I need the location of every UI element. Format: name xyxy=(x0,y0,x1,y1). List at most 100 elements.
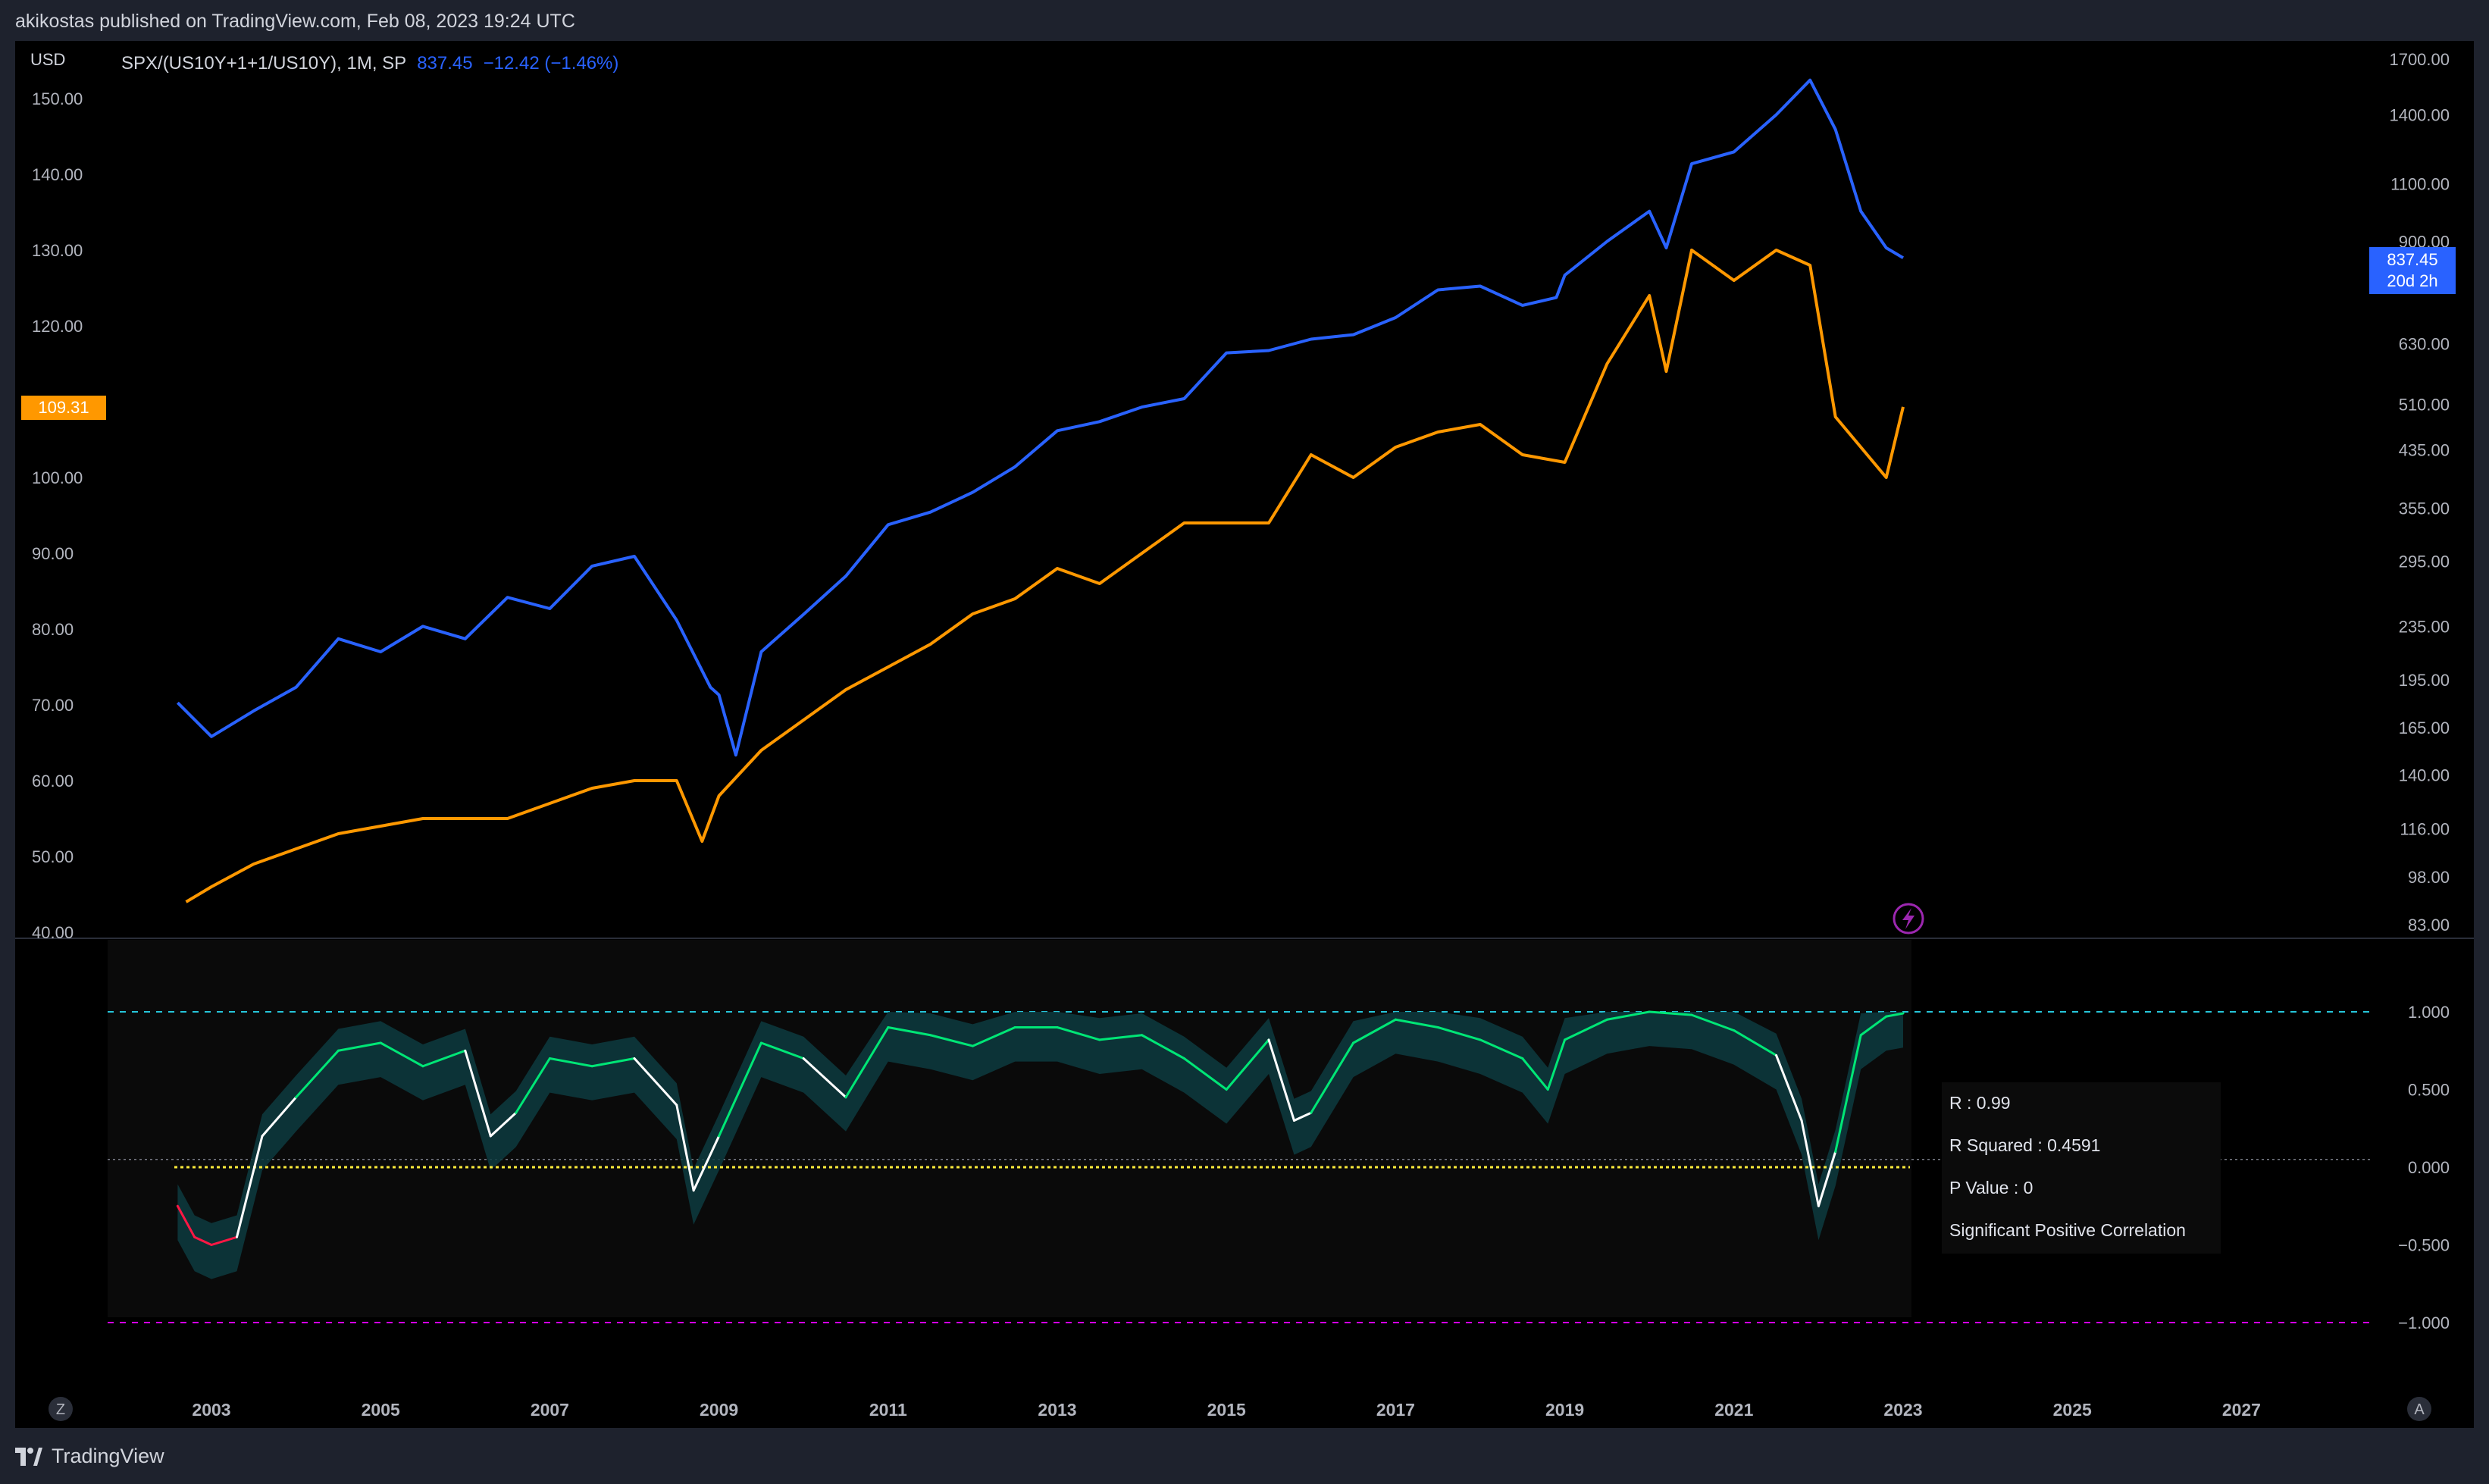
x-axis-tick: 2023 xyxy=(1883,1400,1922,1420)
right-axis-tick: 1400.00 xyxy=(2389,105,2450,124)
correlation-line-segment xyxy=(210,1235,238,1246)
right-axis-tick: 295.00 xyxy=(2399,552,2450,571)
correlation-line-segment xyxy=(1394,1018,1439,1028)
oscillator-layer xyxy=(108,1010,2372,1323)
oscillator-axis-tick: 0.000 xyxy=(2408,1158,2450,1177)
correlation-line-segment xyxy=(193,1235,213,1246)
stat-r-squared: R Squared : 0.4591 xyxy=(1949,1135,2101,1155)
correlation-line-segment xyxy=(802,1057,847,1099)
right-axis-tick: 83.00 xyxy=(2408,916,2450,935)
correlation-line-segment xyxy=(1141,1034,1185,1060)
correlation-line-segment xyxy=(759,1041,805,1060)
x-axis-tick: 2025 xyxy=(2053,1400,2092,1420)
x-axis-tick: 2027 xyxy=(2222,1400,2261,1420)
legend-change: −12.42 (−1.46%) xyxy=(483,53,619,74)
tradingview-brand[interactable]: TradingView xyxy=(15,1445,164,1468)
left-axis-tick: 90.00 xyxy=(32,544,74,563)
legend-last-value: 837.45 xyxy=(417,53,473,74)
x-axis-tick: 2005 xyxy=(362,1400,400,1420)
a-button-label: A xyxy=(2414,1401,2425,1418)
blue-series-line xyxy=(176,78,1905,757)
oscillator-axis-tick: −1.000 xyxy=(2398,1313,2450,1332)
correlation-line-segment xyxy=(844,1026,890,1099)
correlation-line-segment xyxy=(1225,1038,1270,1091)
x-axis-tick: 2009 xyxy=(700,1400,738,1420)
left-axis-tick: 60.00 xyxy=(32,772,74,791)
correlation-line-segment xyxy=(1292,1111,1313,1122)
correlation-line-segment xyxy=(1605,1010,1651,1021)
series-legend[interactable]: SPX/(US10Y+1+1/US10Y), 1M, SP 837.45 −12.4… xyxy=(121,53,618,74)
right-last-price-tag: 837.45 20d 2h xyxy=(2369,247,2456,294)
correlation-line-segment xyxy=(379,1041,424,1068)
correlation-line-segment xyxy=(929,1034,974,1047)
correlation-line-segment xyxy=(421,1049,467,1068)
correlation-line-segment xyxy=(1521,1057,1549,1091)
correlation-line-segment xyxy=(235,1135,264,1238)
correlation-line-segment xyxy=(1546,1038,1567,1091)
correlation-band xyxy=(177,1012,1904,1279)
right-axis-tick: 355.00 xyxy=(2399,499,2450,518)
z-button-label: Z xyxy=(56,1401,65,1418)
left-axis-tick: 80.00 xyxy=(32,620,74,639)
correlation-line-segment xyxy=(1817,1151,1837,1207)
x-axis-tick: 2013 xyxy=(1038,1400,1076,1420)
left-axis-tick: 130.00 xyxy=(32,241,83,260)
legend-symbol: SPX/(US10Y+1+1/US10Y), 1M, SP xyxy=(121,53,407,74)
right-axis-tick: 1700.00 xyxy=(2389,50,2450,69)
left-axis-tick: 150.00 xyxy=(32,89,83,108)
correlation-line-segment xyxy=(515,1057,551,1114)
stat-p-value: P Value : 0 xyxy=(1949,1178,2033,1198)
correlation-line-segment xyxy=(1859,1015,1888,1037)
x-axis-tick: 2017 xyxy=(1376,1400,1415,1420)
currency-label: USD xyxy=(30,50,66,69)
correlation-line-segment xyxy=(1690,1013,1736,1032)
lightning-icon[interactable] xyxy=(1893,903,1924,935)
right-axis-tick: 1100.00 xyxy=(2390,175,2450,194)
stat-r: R : 0.99 xyxy=(1949,1093,2011,1113)
left-axis-tick: 140.00 xyxy=(32,165,83,184)
correlation-line-segment xyxy=(464,1049,492,1138)
bottom-bar: TradingView xyxy=(0,1428,2489,1484)
oscillator-axis-tick: 1.000 xyxy=(2408,1003,2450,1022)
x-axis-tick: 2015 xyxy=(1207,1400,1246,1420)
orange-series-line xyxy=(185,249,1905,903)
correlation-line-segment xyxy=(337,1041,382,1052)
right-axis-tick: 235.00 xyxy=(2399,617,2450,636)
x-axis-tick: 2021 xyxy=(1714,1400,1753,1420)
correlation-line-segment xyxy=(590,1057,636,1068)
z-button[interactable]: Z xyxy=(49,1397,73,1421)
right-axis-tick: 98.00 xyxy=(2408,868,2450,887)
right-axis-tick: 510.00 xyxy=(2399,395,2450,414)
left-axis-tick: 40.00 xyxy=(32,923,74,942)
x-axis-tick: 2011 xyxy=(869,1400,907,1420)
correlation-line-segment xyxy=(295,1049,340,1099)
correlation-line-segment xyxy=(1310,1041,1355,1114)
right-axis-tick: 195.00 xyxy=(2399,671,2450,690)
brand-label: TradingView xyxy=(52,1445,164,1467)
correlation-line-segment xyxy=(489,1111,518,1138)
x-axis-tick: 2003 xyxy=(192,1400,230,1420)
correlation-stats-box: R : 0.99 R Squared : 0.4591 P Value : 0 … xyxy=(1942,1082,2221,1254)
top-bar: akikostas published on TradingView.com, … xyxy=(0,0,2489,41)
correlation-line-segment xyxy=(1885,1012,1905,1018)
x-axis-tick: 2007 xyxy=(531,1400,569,1420)
oscillator-bg xyxy=(108,940,1911,1317)
correlation-line-segment xyxy=(1775,1054,1803,1122)
correlation-line-segment xyxy=(1056,1026,1101,1041)
right-axis-tick: 435.00 xyxy=(2399,441,2450,460)
right-last-price: 837.45 xyxy=(2387,250,2438,269)
correlation-line-segment xyxy=(1834,1034,1862,1153)
correlation-line-segment xyxy=(1098,1034,1144,1041)
correlation-line-segment xyxy=(1182,1057,1228,1091)
oscillator-axis-tick: −0.500 xyxy=(2398,1236,2450,1255)
correlation-line-segment xyxy=(1733,1029,1778,1057)
a-button[interactable]: A xyxy=(2407,1397,2431,1421)
axis-layer: 150.00 140.00 130.00 120.00 100.00 90.00 80.00… xyxy=(32,50,2450,1420)
left-axis-tick: 100.00 xyxy=(32,468,83,487)
oscillator-axis-tick: 0.500 xyxy=(2408,1081,2450,1100)
correlation-line-segment xyxy=(971,1026,1016,1047)
right-axis-tick: 630.00 xyxy=(2399,334,2450,353)
correlation-line-segment xyxy=(1352,1018,1397,1044)
correlation-line-segment xyxy=(1267,1038,1295,1122)
correlation-line-segment xyxy=(675,1104,695,1192)
